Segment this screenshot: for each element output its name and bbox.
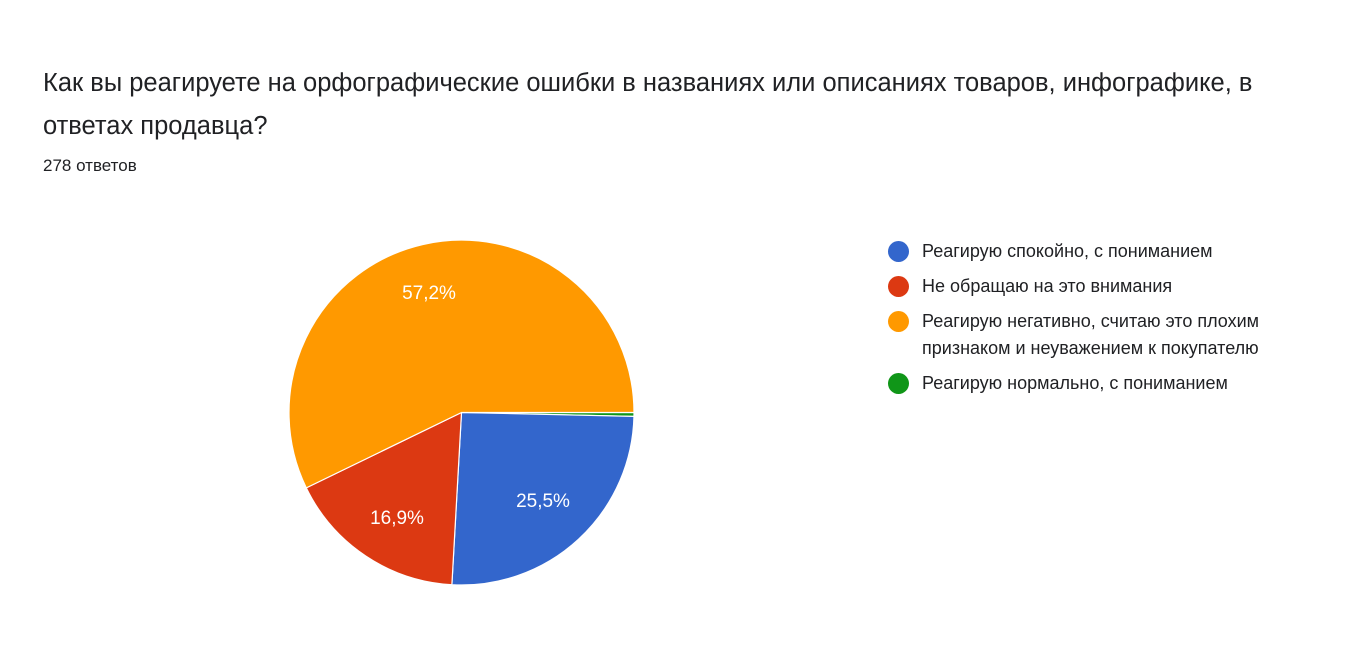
legend-item-calm[interactable]: Реагирую спокойно, с пониманием bbox=[888, 238, 1328, 265]
legend-dot-icon bbox=[888, 276, 909, 297]
slice-label-ignore: 16,9% bbox=[370, 508, 424, 529]
response-count: 278 ответов bbox=[43, 156, 137, 175]
legend-label: Реагирую спокойно, с пониманием bbox=[922, 241, 1213, 261]
pie-slice-calm[interactable] bbox=[451, 411, 635, 586]
legend-label: Не обращаю на это внимания bbox=[922, 276, 1173, 296]
question-title: Как вы реагируете на орфографические оши… bbox=[43, 69, 1253, 140]
legend-item-normal[interactable]: Реагирую нормально, с пониманием bbox=[888, 370, 1328, 397]
legend-dot-icon bbox=[888, 241, 909, 262]
legend-label: Реагирую негативно, считаю это плохим пр… bbox=[922, 311, 1260, 358]
pie-slice-negative[interactable] bbox=[288, 239, 635, 489]
slice-label-calm: 25,5% bbox=[516, 491, 570, 512]
legend-dot-icon bbox=[888, 373, 909, 394]
legend-item-negative[interactable]: Реагирую негативно, считаю это плохим пр… bbox=[888, 308, 1328, 362]
chart-legend: Реагирую спокойно, с пониманием Не обращ… bbox=[888, 238, 1328, 405]
legend-dot-icon bbox=[888, 311, 909, 332]
legend-label: Реагирую нормально, с пониманием bbox=[922, 373, 1228, 393]
pie-slice-ignore[interactable] bbox=[305, 411, 463, 586]
legend-item-ignore[interactable]: Не обращаю на это внимания bbox=[888, 273, 1328, 300]
slice-label-negative: 57,2% bbox=[402, 283, 456, 304]
